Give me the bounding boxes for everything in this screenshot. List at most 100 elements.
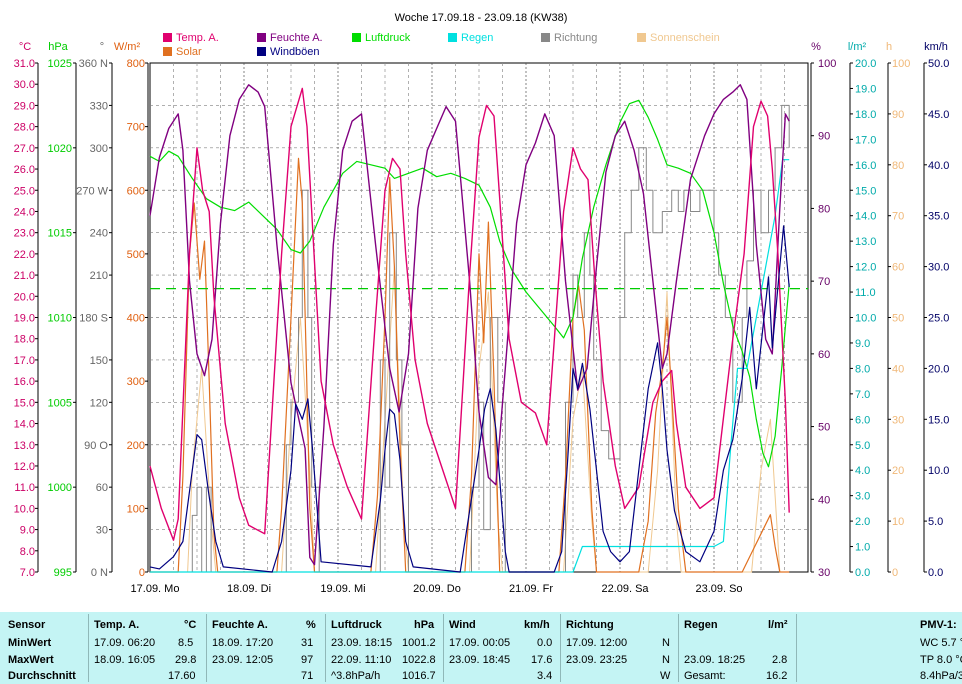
header-temp-unit: °C bbox=[184, 619, 197, 631]
tick-label-wind: 10.0 bbox=[928, 465, 949, 477]
tick-label-temp: 17.0 bbox=[14, 355, 35, 367]
tick-label-direction: 150 bbox=[90, 355, 108, 367]
tick-label-direction: 30 bbox=[96, 525, 108, 537]
tick-label-rain: 16.0 bbox=[855, 160, 876, 172]
wind-max-value: 17.6 bbox=[531, 654, 553, 666]
unit-label-direction: ° bbox=[100, 41, 104, 53]
wind-max-time: 23.09. 18:45 bbox=[449, 654, 511, 666]
press-min-value: 1001.2 bbox=[402, 637, 436, 649]
tick-label-temp: 25.0 bbox=[14, 185, 35, 197]
series-temp bbox=[149, 87, 790, 541]
dir-max-value: N bbox=[662, 654, 670, 666]
legend-swatch bbox=[352, 33, 361, 42]
tick-label-direction: 90 O bbox=[84, 440, 108, 452]
tick-label-temp: 16.0 bbox=[14, 376, 35, 388]
tick-label-wind: 15.0 bbox=[928, 414, 949, 426]
temp-avg-value: 17.60 bbox=[168, 670, 196, 682]
tick-label-wind: 50.0 bbox=[928, 58, 949, 70]
hum-max-value: 97 bbox=[301, 654, 314, 666]
x-axis-labels: 17.09. Mo 18.09. Di 19.09. Mi 20.09. Do 21.0… bbox=[131, 583, 743, 595]
press-trend: ^3.8hPa/h bbox=[331, 670, 381, 682]
tick-label-humidity: 100 bbox=[818, 58, 836, 70]
header-wind: Wind bbox=[449, 619, 476, 631]
series-luftdruck bbox=[149, 99, 790, 468]
legend-label: Regen bbox=[461, 32, 493, 44]
rain-max-time: 23.09. 18:25 bbox=[684, 654, 746, 666]
header-sensor: Sensor bbox=[8, 619, 46, 631]
legend-label: Feuchte A. bbox=[270, 32, 323, 44]
tick-label-wind: 40.0 bbox=[928, 160, 949, 172]
header-rain: Regen bbox=[684, 619, 718, 631]
pmv-tp: TP 8.0 °C bbox=[920, 654, 962, 666]
tick-label-temp: 10.0 bbox=[14, 503, 35, 515]
header-direction: Richtung bbox=[566, 619, 614, 631]
tick-label-sunshine: 10 bbox=[892, 516, 904, 528]
tick-label-humidity: 80 bbox=[818, 203, 830, 215]
tick-label-temp: 29.0 bbox=[14, 100, 35, 112]
tick-label-rain: 5.0 bbox=[855, 440, 870, 452]
legend-label: Solar bbox=[176, 46, 202, 58]
legend-swatch bbox=[257, 33, 266, 42]
temp-min-value: 8.5 bbox=[178, 637, 194, 649]
tick-label-rain: 12.0 bbox=[855, 262, 876, 274]
tick-label-wind: 0.0 bbox=[928, 567, 943, 579]
tick-label-wind: 5.0 bbox=[928, 516, 943, 528]
tick-label-direction: 120 bbox=[90, 397, 108, 409]
tick-label-temp: 22.0 bbox=[14, 249, 35, 261]
tick-label-wind: 20.0 bbox=[928, 363, 949, 375]
tick-label-temp: 19.0 bbox=[14, 313, 35, 325]
tick-label-direction: 330 bbox=[90, 100, 108, 112]
axis-unit-labels: °C hPa ° W/m²% l/m² h km/h bbox=[19, 41, 948, 53]
tick-label-temp: 20.0 bbox=[14, 291, 35, 303]
tick-label-rain: 10.0 bbox=[855, 313, 876, 325]
tick-label-solar: 500 bbox=[127, 249, 145, 261]
tick-label-temp: 28.0 bbox=[14, 122, 35, 134]
tick-label-sunshine: 40 bbox=[892, 363, 904, 375]
press-min-time: 23.09. 18:15 bbox=[331, 637, 393, 649]
rain-max-value: 2.8 bbox=[772, 654, 788, 666]
tick-label-sunshine: 0 bbox=[892, 567, 898, 579]
legend-label: Windböen bbox=[270, 46, 320, 58]
tick-label-pressure: 1000 bbox=[48, 482, 72, 494]
legend-label: Luftdruck bbox=[365, 32, 411, 44]
statistics-panel: Sensor MinWert MaxWert Durchschnitt Temp… bbox=[0, 612, 962, 684]
legend-swatch bbox=[163, 33, 172, 42]
tick-label-rain: 11.0 bbox=[855, 287, 876, 299]
pmv-hpa: 8.4hPa/3 bbox=[920, 670, 962, 682]
unit-label-wind: km/h bbox=[924, 41, 948, 53]
tick-label-sunshine: 30 bbox=[892, 414, 904, 426]
legend-swatch bbox=[257, 47, 266, 56]
tick-label-direction: 180 S bbox=[79, 313, 108, 325]
legend-swatch bbox=[541, 33, 550, 42]
tick-label-sunshine: 80 bbox=[892, 160, 904, 172]
tick-label-temp: 8.0 bbox=[20, 546, 35, 558]
x-tick-label: 21.09. Fr bbox=[509, 583, 553, 595]
tick-label-solar: 0 bbox=[139, 567, 145, 579]
tick-label-direction: 360 N bbox=[79, 58, 108, 70]
weather-chart: Woche 17.09.18 - 23.09.18 (KW38) Temp. A… bbox=[14, 12, 950, 595]
tick-label-temp: 13.0 bbox=[14, 440, 35, 452]
tick-label-rain: 20.0 bbox=[855, 58, 876, 70]
tick-label-rain: 6.0 bbox=[855, 414, 870, 426]
dir-min-value: N bbox=[662, 637, 670, 649]
row-minwert: MinWert bbox=[8, 637, 52, 649]
tick-label-rain: 4.0 bbox=[855, 465, 870, 477]
tick-label-solar: 600 bbox=[127, 185, 145, 197]
series-feuchte bbox=[149, 84, 790, 566]
tick-label-direction: 240 bbox=[90, 228, 108, 240]
header-humidity: Feuchte A. bbox=[212, 619, 268, 631]
tick-label-wind: 25.0 bbox=[928, 313, 949, 325]
hum-min-value: 31 bbox=[301, 637, 314, 649]
legend-swatch bbox=[637, 33, 646, 42]
header-pmv: PMV-1: bbox=[920, 619, 957, 631]
temp-min-time: 17.09. 06:20 bbox=[94, 637, 156, 649]
chart-title: Woche 17.09.18 - 23.09.18 (KW38) bbox=[395, 12, 568, 24]
wind-min-time: 17.09. 00:05 bbox=[449, 637, 511, 649]
tick-label-solar: 300 bbox=[127, 376, 145, 388]
tick-label-temp: 9.0 bbox=[20, 525, 35, 537]
unit-label-humidity: % bbox=[811, 41, 821, 53]
row-durchschnitt: Durchschnitt bbox=[8, 670, 76, 682]
row-maxwert: MaxWert bbox=[8, 654, 54, 666]
tick-label-temp: 27.0 bbox=[14, 143, 35, 155]
tick-label-temp: 11.0 bbox=[14, 482, 35, 494]
